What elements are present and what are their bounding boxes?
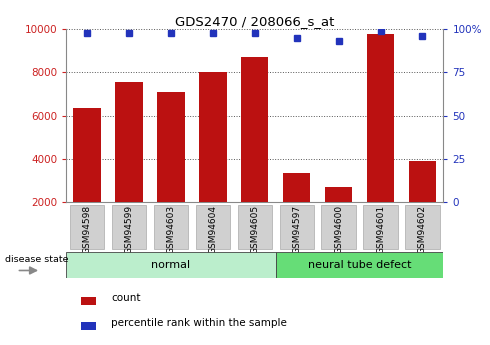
Text: GSM94597: GSM94597 [292, 205, 301, 254]
Text: GSM94599: GSM94599 [124, 205, 134, 254]
Bar [116, 82, 143, 245]
Text: GSM94598: GSM94598 [83, 205, 92, 254]
FancyBboxPatch shape [70, 205, 104, 249]
Text: normal: normal [151, 260, 191, 270]
Text: neural tube defect: neural tube defect [308, 260, 412, 270]
Bar [367, 33, 394, 245]
Text: GSM94605: GSM94605 [250, 205, 259, 254]
FancyBboxPatch shape [154, 205, 188, 249]
FancyBboxPatch shape [238, 205, 272, 249]
Text: GSM94603: GSM94603 [167, 205, 175, 254]
FancyBboxPatch shape [66, 252, 276, 278]
FancyBboxPatch shape [321, 205, 356, 249]
FancyBboxPatch shape [279, 205, 314, 249]
Text: GSM94601: GSM94601 [376, 205, 385, 254]
Text: disease state: disease state [5, 255, 69, 264]
Text: GSM94600: GSM94600 [334, 205, 343, 254]
Text: GSM94602: GSM94602 [418, 205, 427, 254]
Bar [81, 297, 96, 305]
FancyBboxPatch shape [196, 205, 230, 249]
Bar [199, 72, 226, 245]
Title: GDS2470 / 208066_s_at: GDS2470 / 208066_s_at [175, 15, 335, 28]
Bar [81, 322, 96, 330]
FancyBboxPatch shape [112, 205, 146, 249]
Text: GSM94604: GSM94604 [208, 205, 218, 254]
Text: percentile rank within the sample: percentile rank within the sample [111, 318, 287, 328]
FancyBboxPatch shape [405, 205, 440, 249]
Bar [157, 92, 185, 245]
Bar [283, 173, 310, 245]
FancyBboxPatch shape [276, 252, 443, 278]
Bar [241, 57, 269, 245]
Text: count: count [111, 293, 141, 303]
Bar [74, 108, 101, 245]
Bar [409, 161, 436, 245]
Bar [325, 187, 352, 245]
FancyBboxPatch shape [364, 205, 398, 249]
